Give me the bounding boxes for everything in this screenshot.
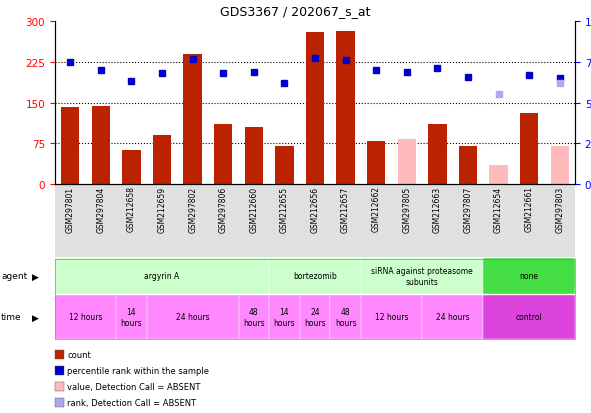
Bar	[428, 125, 447, 185]
Bar	[520, 114, 538, 185]
Bar	[153, 136, 171, 185]
Bar	[336, 32, 355, 185]
Text: siRNA against proteasome
subunits: siRNA against proteasome subunits	[371, 267, 473, 286]
Bar	[551, 147, 569, 185]
Text: 14
hours: 14 hours	[274, 308, 296, 327]
Text: 48
hours: 48 hours	[243, 308, 265, 327]
Bar	[61, 107, 79, 185]
Text: ▶: ▶	[32, 313, 39, 322]
Bar	[183, 55, 202, 185]
Text: argyrin A: argyrin A	[144, 272, 180, 281]
Bar	[214, 125, 232, 185]
Text: 24
hours: 24 hours	[304, 308, 326, 327]
Bar	[306, 33, 324, 185]
Text: 24 hours: 24 hours	[436, 313, 469, 322]
Bar	[459, 147, 477, 185]
Bar	[275, 147, 294, 185]
Text: none: none	[519, 272, 538, 281]
Text: 12 hours: 12 hours	[375, 313, 408, 322]
Text: percentile rank within the sample: percentile rank within the sample	[67, 367, 209, 375]
Bar	[489, 166, 508, 185]
Text: ▶: ▶	[32, 272, 39, 281]
Bar	[92, 107, 110, 185]
Bar	[245, 128, 263, 185]
Text: 48
hours: 48 hours	[335, 308, 356, 327]
Text: 24 hours: 24 hours	[176, 313, 209, 322]
Bar	[122, 150, 141, 185]
Text: rank, Detection Call = ABSENT: rank, Detection Call = ABSENT	[67, 399, 196, 408]
Text: bortezomib: bortezomib	[293, 272, 337, 281]
Text: agent: agent	[1, 272, 27, 281]
Bar	[398, 140, 416, 185]
Text: 12 hours: 12 hours	[69, 313, 102, 322]
Text: GDS3367 / 202067_s_at: GDS3367 / 202067_s_at	[220, 5, 371, 18]
Text: control: control	[516, 313, 543, 322]
Text: 14
hours: 14 hours	[121, 308, 142, 327]
Bar	[367, 141, 385, 185]
Text: count: count	[67, 351, 91, 360]
Text: time: time	[1, 313, 22, 322]
Text: value, Detection Call = ABSENT: value, Detection Call = ABSENT	[67, 382, 200, 392]
